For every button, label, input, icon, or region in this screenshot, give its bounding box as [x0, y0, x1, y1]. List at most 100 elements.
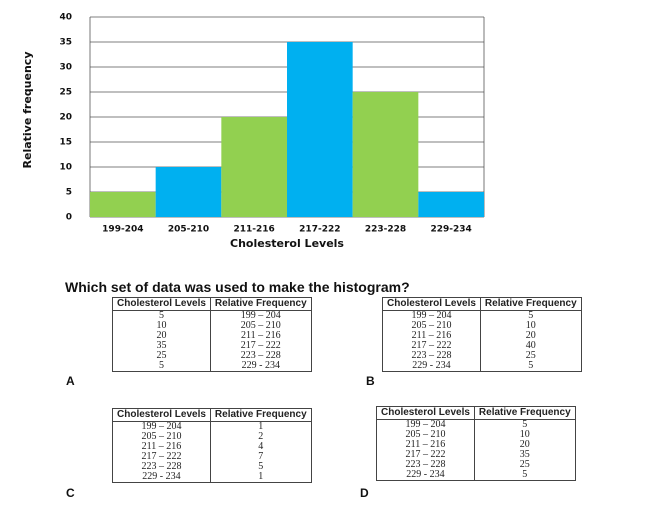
column-header: Cholesterol Levels	[112, 297, 211, 311]
table-cell: 5	[479, 310, 582, 321]
table-cell: 217 – 222	[382, 341, 481, 351]
x-tick-label: 229-234	[431, 225, 472, 235]
column-header: Relative Frequency	[479, 297, 582, 311]
option-letter: B	[366, 374, 375, 388]
table-cell: 205 – 210	[376, 430, 475, 440]
table-row: 217 – 222 35	[376, 450, 576, 460]
x-tick-label: 223-228	[365, 225, 406, 235]
option-letter: D	[360, 486, 369, 500]
table-cell: 2	[209, 432, 312, 442]
bar	[287, 42, 353, 217]
table-cell: 5	[479, 361, 582, 372]
table-cell: 211 – 216	[382, 331, 481, 341]
table-row: 217 – 222 7	[112, 452, 312, 462]
table-cell: 5	[473, 470, 576, 481]
header-row: Cholesterol Levels Relative Frequency	[376, 406, 576, 420]
table-row: 25 223 – 228	[112, 351, 312, 361]
header-row: Cholesterol Levels Relative Frequency	[112, 408, 312, 422]
table-row: 10 205 – 210	[112, 321, 312, 331]
table-cell: 229 - 234	[376, 470, 475, 481]
table-cell: 4	[209, 442, 312, 452]
table-cell: 5	[209, 462, 312, 472]
table-cell: 25	[479, 351, 582, 361]
y-tick-label: 35	[59, 38, 72, 48]
table-cell: 229 - 234	[209, 361, 312, 372]
y-tick-label: 40	[59, 13, 72, 23]
table-cell: 40	[479, 341, 582, 351]
table-row: 205 – 210 2	[112, 432, 312, 442]
table-cell: 211 – 216	[209, 331, 312, 341]
table-cell: 7	[209, 452, 312, 462]
table-cell: 229 - 234	[112, 472, 211, 483]
column-header: Relative Frequency	[209, 297, 312, 311]
table-cell: 199 – 204	[376, 419, 475, 430]
table-cell: 199 – 204	[382, 310, 481, 321]
table-cell: 205 – 210	[112, 432, 211, 442]
y-tick-label: 15	[59, 138, 72, 148]
table-cell: 217 – 222	[376, 450, 475, 460]
table-row: 229 - 234 5	[376, 470, 576, 481]
option-table: Cholesterol Levels Relative Frequency 5 199…	[112, 297, 312, 372]
table-row: 223 – 228 25	[376, 460, 576, 470]
table-row: 223 – 228 5	[112, 462, 312, 472]
table-cell: 199 – 204	[112, 421, 211, 432]
y-tick-label: 0	[66, 213, 72, 223]
table-cell: 223 – 228	[112, 462, 211, 472]
table-cell: 20	[473, 440, 576, 450]
table-row: 199 – 204 5	[376, 419, 576, 430]
option-table: Cholesterol Levels Relative Frequency 199 …	[112, 408, 312, 483]
table-cell: 217 – 222	[209, 341, 312, 351]
table-cell: 217 – 222	[112, 452, 211, 462]
y-tick-label: 25	[59, 88, 72, 98]
bar	[90, 192, 156, 217]
y-tick-label: 30	[59, 63, 72, 73]
x-tick-label: 205-210	[168, 225, 209, 235]
table-cell: 223 – 228	[376, 460, 475, 470]
table-cell: 35	[473, 450, 576, 460]
bar	[221, 117, 287, 217]
x-tick-label: 211-216	[234, 225, 275, 235]
bar	[352, 92, 419, 217]
table-row: 211 – 216 4	[112, 442, 312, 452]
y-tick-label: 10	[59, 163, 72, 173]
option-letter: C	[66, 486, 75, 500]
bar	[418, 192, 484, 217]
table-cell: 5	[112, 310, 211, 321]
y-tick-label: 5	[66, 188, 72, 198]
table-row: 5 229 - 234	[112, 361, 312, 372]
data-table: Cholesterol Levels Relative Frequency 199 …	[376, 406, 576, 481]
table-row: 199 – 204 1	[112, 421, 312, 432]
table-row: 5 199 – 204	[112, 310, 312, 321]
question: Which set of data was used to make the h…	[65, 279, 410, 295]
table-cell: 1	[209, 472, 312, 483]
table-cell: 211 – 216	[376, 440, 475, 450]
table-cell: 5	[473, 419, 576, 430]
header-row: Cholesterol Levels Relative Frequency	[382, 297, 582, 311]
table-row: 229 - 234 1	[112, 472, 312, 483]
column-header: Cholesterol Levels	[112, 408, 211, 422]
data-table: Cholesterol Levels Relative Frequency 199 …	[112, 408, 312, 483]
table-cell: 1	[209, 421, 312, 432]
table-cell: 10	[112, 321, 211, 331]
histogram: Relative frequency Cholesterol Levels 0 5…	[21, 13, 485, 250]
table-cell: 229 - 234	[382, 361, 481, 372]
table-cell: 199 – 204	[209, 310, 312, 321]
column-header: Cholesterol Levels	[376, 406, 475, 420]
table-cell: 25	[473, 460, 576, 470]
data-table: Cholesterol Levels Relative Frequency 199 …	[382, 297, 582, 372]
column-header: Cholesterol Levels	[382, 297, 481, 311]
x-axis-label: Cholesterol Levels	[230, 237, 344, 250]
table-row: 199 – 204 5	[382, 310, 582, 321]
table-cell: 205 – 210	[209, 321, 312, 331]
table-cell: 205 – 210	[382, 321, 481, 331]
table-row: 211 – 216 20	[382, 331, 582, 341]
x-tick-label: 217-222	[299, 225, 340, 235]
table-cell: 25	[112, 351, 211, 361]
table-row: 20 211 – 216	[112, 331, 312, 341]
table-cell: 20	[479, 331, 582, 341]
bar	[155, 167, 222, 217]
table-cell: 10	[473, 430, 576, 440]
table-cell: 35	[112, 341, 211, 351]
table-cell: 5	[112, 361, 211, 372]
table-row: 217 – 222 40	[382, 341, 582, 351]
